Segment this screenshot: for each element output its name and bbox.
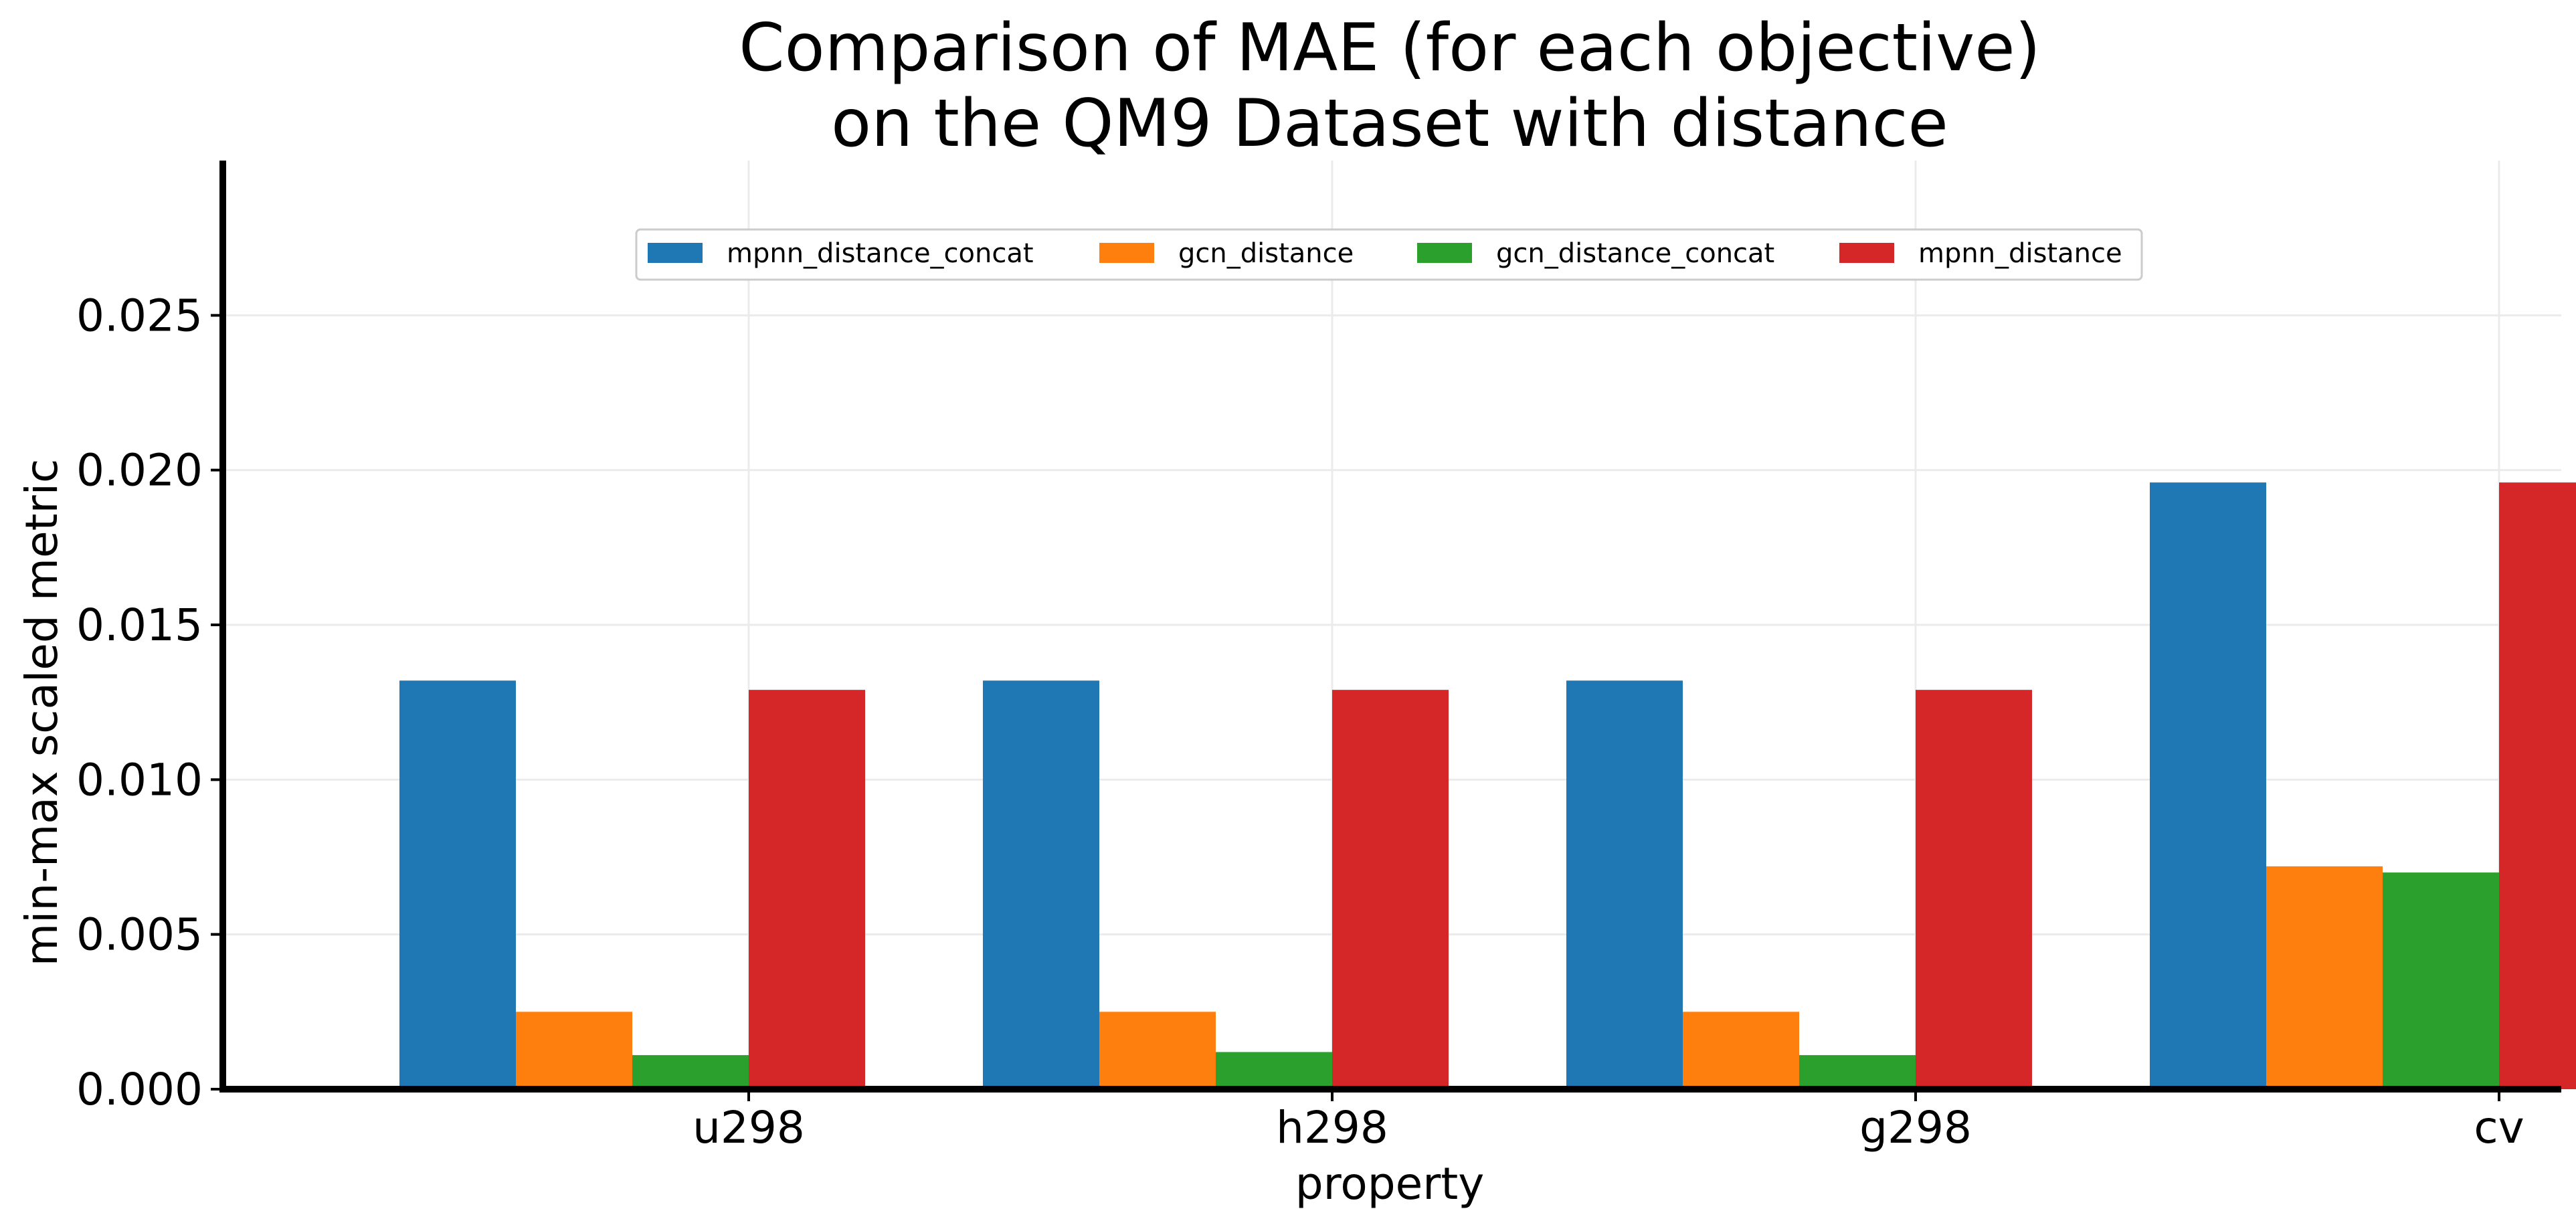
x-ticks: u298 h298 g298 cv (693, 1089, 2524, 1153)
x-tick-label: cv (2474, 1102, 2524, 1153)
x-tick-label: h298 (1276, 1102, 1388, 1153)
bar-gcn_distance-h298 (1099, 1012, 1216, 1089)
bar-gcn_distance_concat-u298 (632, 1055, 749, 1089)
bar-gcn_distance-cv (2266, 866, 2383, 1089)
bar-gcn_distance-u298 (516, 1012, 632, 1089)
x-tick-label: u298 (693, 1102, 805, 1153)
y-axis-label: min-max scaled metric (16, 459, 68, 967)
chart-title-line-2: on the QM9 Dataset with distance (831, 86, 1948, 162)
y-ticks: 0.000 0.005 0.010 0.015 0.020 0.025 (76, 290, 223, 1115)
bar-gcn_distance_concat-h298 (1216, 1052, 1332, 1089)
bar-mpnn_distance_concat-h298 (983, 680, 1099, 1089)
y-tick-label: 0.000 (76, 1064, 203, 1115)
x-axis-label: property (1295, 1158, 1485, 1210)
legend-label-gcn_distance_concat: gcn_distance_concat (1496, 238, 1774, 269)
legend: mpnn_distance_concat gcn_distance gcn_dist… (635, 228, 2143, 281)
legend-swatch-mpnn_distance (1839, 243, 1894, 263)
y-tick-label: 0.020 (76, 445, 203, 496)
y-tick-label: 0.025 (76, 290, 203, 341)
bar-mpnn_distance-u298 (749, 690, 865, 1089)
bar-mpnn_distance_concat-cv (2150, 482, 2266, 1089)
bar-gcn_distance-g298 (1683, 1012, 1799, 1089)
legend-label-gcn_distance: gcn_distance (1178, 238, 1354, 269)
bar-mpnn_distance-g298 (1916, 690, 2032, 1089)
bar-gcn_distance_concat-cv (2383, 872, 2499, 1089)
legend-frame (635, 228, 2143, 281)
bar-mpnn_distance_concat-g298 (1566, 680, 1683, 1089)
x-tick-label: g298 (1859, 1102, 1972, 1153)
bar-mpnn_distance-h298 (1332, 690, 1449, 1089)
y-tick-label: 0.015 (76, 599, 203, 651)
legend-swatch-gcn_distance_concat (1417, 243, 1472, 263)
bar-mpnn_distance_concat-u298 (399, 680, 516, 1089)
y-tick-label: 0.005 (76, 909, 203, 961)
bar-mpnn_distance-cv (2499, 482, 2576, 1089)
legend-swatch-gcn_distance (1099, 243, 1154, 263)
y-tick-label: 0.010 (76, 754, 203, 806)
bar-gcn_distance_concat-g298 (1799, 1055, 1916, 1089)
legend-label-mpnn_distance: mpnn_distance (1918, 238, 2122, 269)
chart-title-line-1: Comparison of MAE (for each objective) (739, 10, 2041, 86)
legend-swatch-mpnn_distance_concat (648, 243, 703, 263)
bars (399, 482, 2576, 1089)
legend-label-mpnn_distance_concat: mpnn_distance_concat (727, 238, 1034, 269)
